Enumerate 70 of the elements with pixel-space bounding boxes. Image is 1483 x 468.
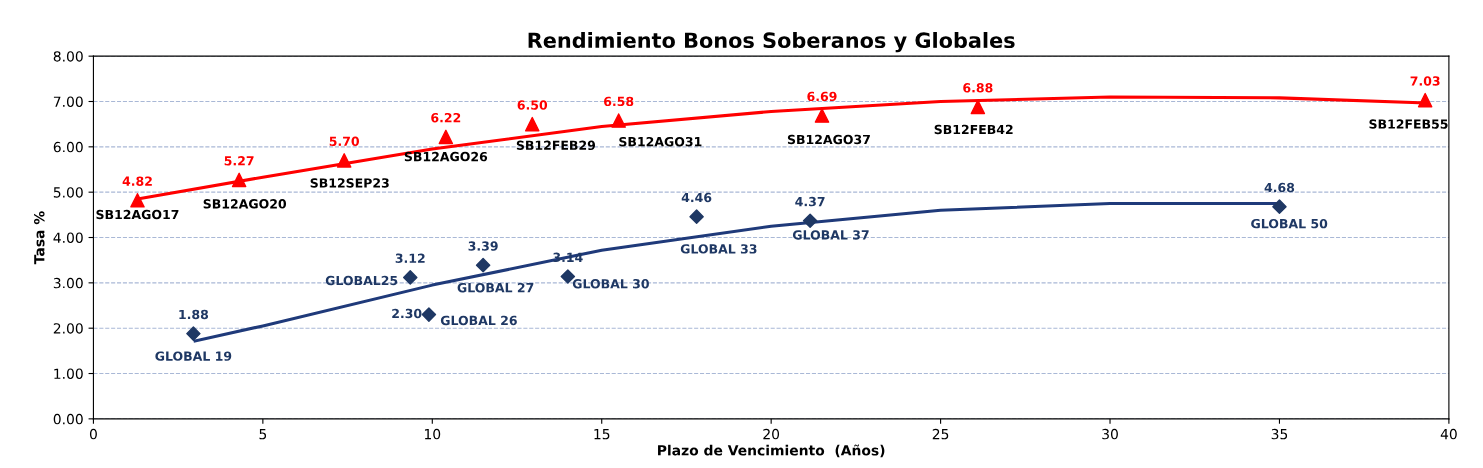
annotation: SB12FEB42 bbox=[934, 124, 1013, 135]
point bbox=[402, 270, 418, 285]
annotation: SB12AGO31 bbox=[619, 136, 702, 147]
y-tick-label: 0.00 bbox=[53, 413, 83, 425]
data-label: 5.27 bbox=[224, 156, 254, 166]
y-tick-label: 7.00 bbox=[53, 96, 83, 107]
annotation: SB12AGO20 bbox=[203, 199, 287, 209]
data-label: 5.70 bbox=[329, 136, 360, 147]
x-tick-label: 10 bbox=[424, 428, 441, 440]
chart-title: Rendimiento Bonos Soberanos y Globales bbox=[528, 32, 1015, 53]
point bbox=[186, 326, 201, 341]
x-axis-title: Plazo de Vencimiento (Años) bbox=[658, 444, 885, 458]
point bbox=[336, 153, 352, 168]
data-label: 4.37 bbox=[795, 196, 825, 207]
point bbox=[130, 193, 145, 208]
data-label: 6.50 bbox=[517, 100, 548, 110]
y-axis-title: Tasa % bbox=[34, 211, 45, 265]
annotation: SB12AGO37 bbox=[787, 134, 870, 145]
annotation: GLOBAL 26 bbox=[440, 315, 517, 326]
y-tick-label: 1.00 bbox=[54, 368, 83, 379]
annotation: GLOBAL 30 bbox=[572, 279, 649, 289]
y-tick-label: 5.00 bbox=[53, 187, 83, 198]
data-label: 1.88 bbox=[179, 309, 209, 320]
annotation: GLOBAL 33 bbox=[680, 244, 757, 254]
point bbox=[689, 209, 704, 224]
point bbox=[524, 116, 540, 132]
data-label: 4.68 bbox=[1264, 182, 1295, 193]
x-tick-label: 20 bbox=[763, 428, 780, 440]
data-label: 3.39 bbox=[468, 241, 498, 251]
point bbox=[231, 172, 247, 188]
data-label: 2.30 bbox=[392, 308, 422, 319]
annotation: SB12AGO17 bbox=[96, 209, 179, 220]
data-label: 6.88 bbox=[963, 83, 993, 93]
data-label: 6.69 bbox=[807, 91, 837, 102]
point bbox=[814, 108, 830, 123]
point bbox=[438, 129, 454, 145]
data-label: 6.58 bbox=[604, 96, 634, 107]
x-tick-label: 5 bbox=[259, 429, 267, 440]
y-tick-label: 2.00 bbox=[53, 323, 83, 334]
data-label: 6.22 bbox=[431, 112, 461, 123]
annotation: SB12FEB29 bbox=[516, 140, 596, 151]
data-label: 3.12 bbox=[395, 253, 425, 263]
y-tick-label: 8.00 bbox=[53, 51, 83, 62]
annotation: SB12FEB55 bbox=[1369, 119, 1448, 129]
data-label: 4.82 bbox=[122, 176, 152, 186]
y-tick-label: 4.00 bbox=[53, 232, 83, 243]
annotation: GLOBAL 37 bbox=[792, 230, 869, 240]
point bbox=[802, 213, 818, 229]
data-label: 3.14 bbox=[553, 252, 583, 263]
annotation: GLOBAL 50 bbox=[1251, 218, 1328, 229]
x-tick-label: 35 bbox=[1271, 428, 1288, 440]
annotation: GLOBAL 27 bbox=[457, 282, 534, 293]
data-label: 4.46 bbox=[681, 192, 712, 203]
point bbox=[475, 257, 491, 273]
y-tick-label: 6.00 bbox=[53, 141, 83, 153]
y-tick-label: 3.00 bbox=[53, 277, 83, 289]
annotation: GLOBAL25 bbox=[325, 275, 398, 286]
x-tick-label: 30 bbox=[1102, 428, 1118, 440]
x-tick-label: 40 bbox=[1440, 428, 1457, 440]
annotation: SB12AGO26 bbox=[404, 151, 488, 162]
annotation: GLOBAL 19 bbox=[155, 351, 232, 361]
point bbox=[1272, 199, 1287, 214]
data-label: 7.03 bbox=[1410, 76, 1440, 86]
point bbox=[421, 307, 437, 322]
point bbox=[1417, 92, 1433, 108]
x-tick-label: 15 bbox=[594, 429, 610, 440]
x-tick-label: 25 bbox=[932, 428, 949, 440]
annotation: SB12SEP23 bbox=[310, 178, 389, 188]
x-tick-label: 0 bbox=[89, 428, 97, 440]
point bbox=[611, 113, 626, 128]
